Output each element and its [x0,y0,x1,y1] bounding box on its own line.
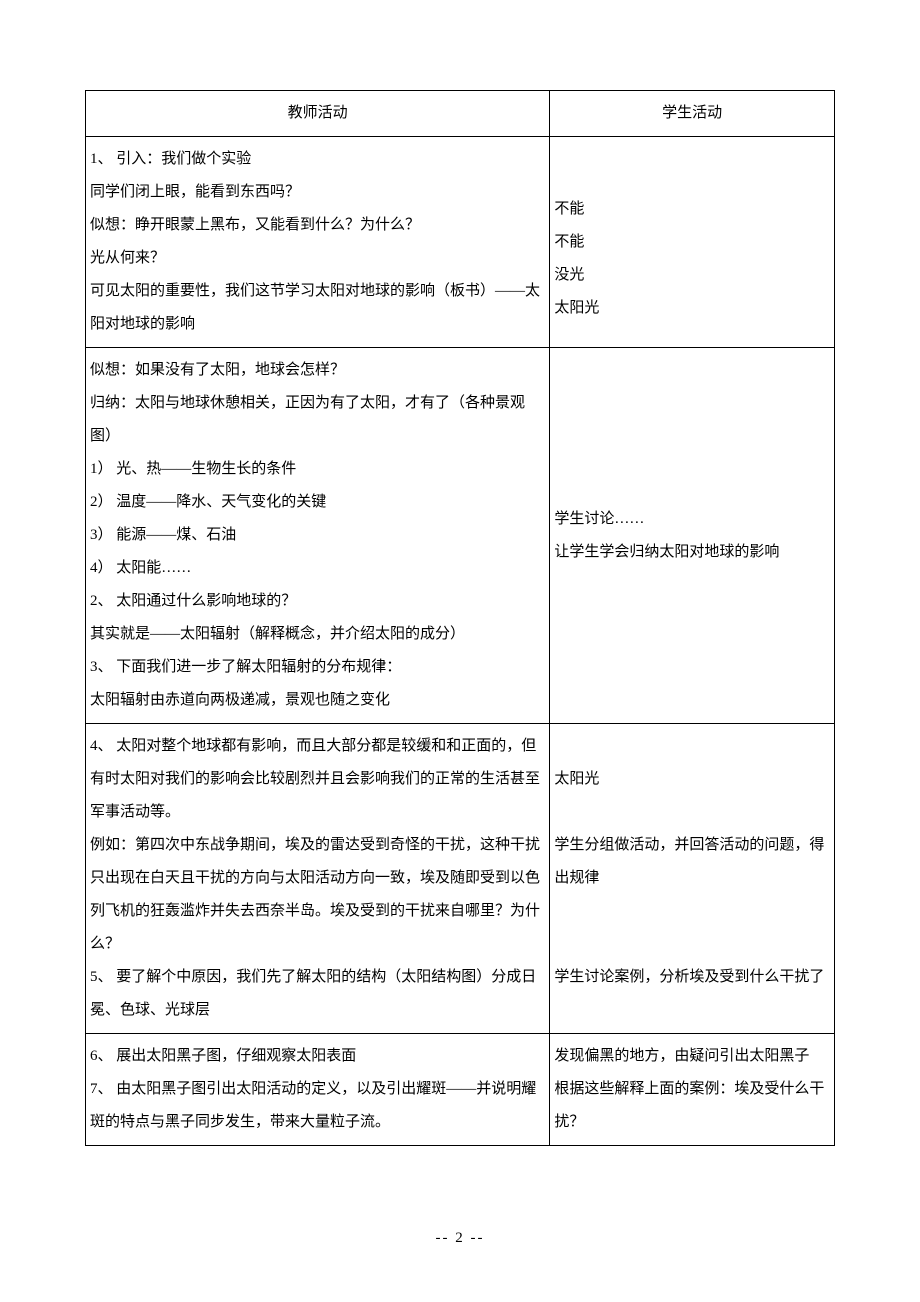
teacher-cell: 1、 引入：我们做个实验同学们闭上眼，能看到东西吗？似想：睁开眼蒙上黑布，又能看… [86,137,550,348]
teacher-cell: 似想：如果没有了太阳，地球会怎样？归纳：太阳与地球休憩相关，正因为有了太阳，才有… [86,348,550,724]
student-cell: 学生讨论……让学生学会归纳太阳对地球的影响 [550,348,835,724]
page-container: 教师活动 学生活动 1、 引入：我们做个实验同学们闭上眼，能看到东西吗？似想：睁… [0,0,920,1302]
header-teacher: 教师活动 [86,91,550,137]
student-cell: 太阳光学生分组做活动，并回答活动的问题，得出规律学生讨论案例，分析埃及受到什么干… [550,724,835,1034]
teacher-cell: 6、 展出太阳黑子图，仔细观察太阳表面7、 由太阳黑子图引出太阳活动的定义，以及… [86,1034,550,1146]
page-footer: -- 2 -- [0,1230,920,1247]
teacher-cell: 4、 太阳对整个地球都有影响，而且大部分都是较缓和和正面的，但有时太阳对我们的影… [86,724,550,1034]
table-row: 4、 太阳对整个地球都有影响，而且大部分都是较缓和和正面的，但有时太阳对我们的影… [86,724,835,1034]
lesson-table: 教师活动 学生活动 1、 引入：我们做个实验同学们闭上眼，能看到东西吗？似想：睁… [85,90,835,1146]
table-row: 6、 展出太阳黑子图，仔细观察太阳表面7、 由太阳黑子图引出太阳活动的定义，以及… [86,1034,835,1146]
header-student: 学生活动 [550,91,835,137]
table-row: 1、 引入：我们做个实验同学们闭上眼，能看到东西吗？似想：睁开眼蒙上黑布，又能看… [86,137,835,348]
table-header-row: 教师活动 学生活动 [86,91,835,137]
student-cell: 发现偏黑的地方，由疑问引出太阳黑子根据这些解释上面的案例：埃及受什么干扰？ [550,1034,835,1146]
table-row: 似想：如果没有了太阳，地球会怎样？归纳：太阳与地球休憩相关，正因为有了太阳，才有… [86,348,835,724]
student-cell: 不能不能没光太阳光 [550,137,835,348]
